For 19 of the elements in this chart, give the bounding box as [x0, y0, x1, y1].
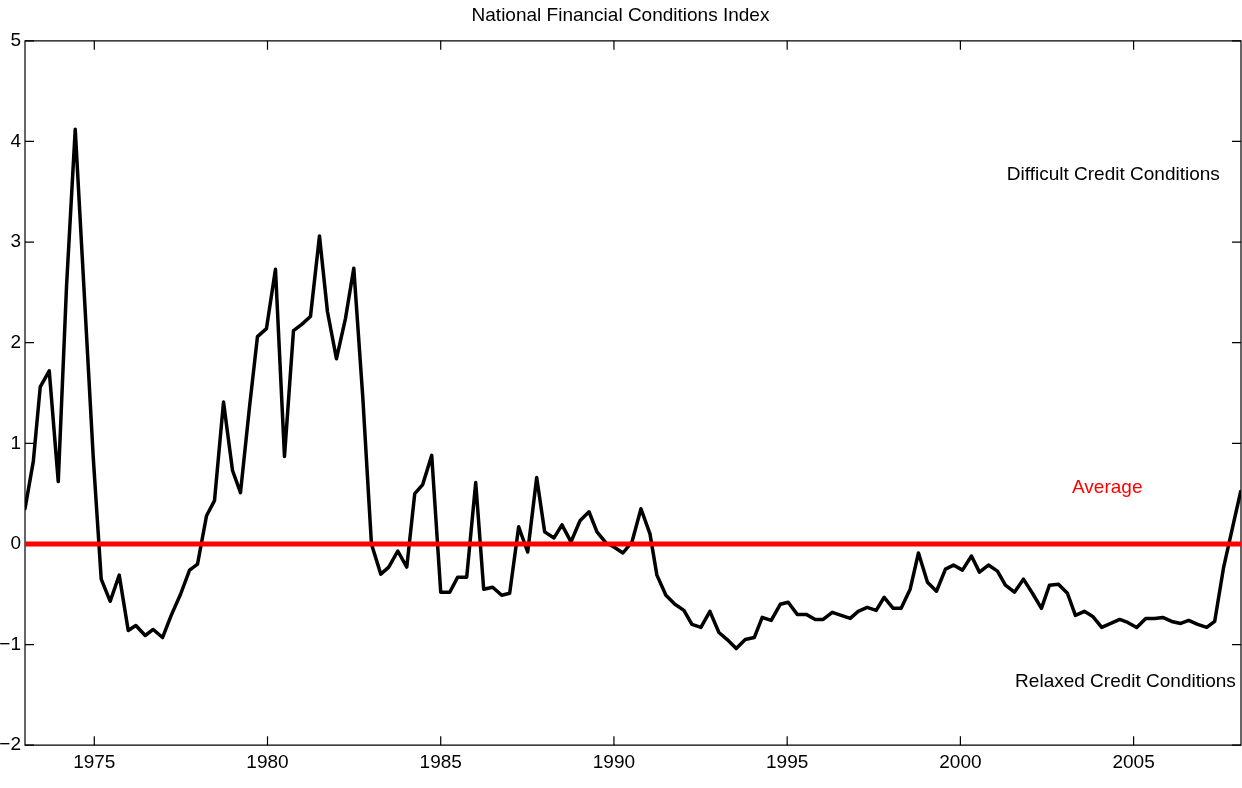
- annotation: Relaxed Credit Conditions: [1015, 670, 1236, 692]
- y-tick-label: 5: [10, 29, 21, 51]
- chart-title: National Financial Conditions Index: [471, 3, 770, 25]
- y-tick-label: 0: [10, 532, 21, 554]
- y-tick-label: 2: [10, 330, 21, 352]
- y-tick-label: −1: [0, 632, 21, 654]
- x-tick-label: 1985: [419, 750, 462, 772]
- y-tick-label: −2: [0, 733, 21, 755]
- x-tick-label: 1990: [592, 750, 636, 772]
- ref-line-label: Average: [1072, 476, 1143, 498]
- annotation: Difficult Credit Conditions: [1006, 162, 1220, 184]
- y-tick-label: 4: [10, 129, 22, 151]
- x-tick-label: 1995: [766, 750, 809, 772]
- x-tick-label: 2000: [939, 750, 982, 772]
- y-tick-label: 3: [10, 230, 21, 252]
- x-tick-label: 1975: [73, 750, 116, 772]
- x-tick-label: 1980: [246, 750, 289, 772]
- y-tick-label: 1: [10, 431, 21, 453]
- x-tick-label: 2005: [1112, 750, 1155, 772]
